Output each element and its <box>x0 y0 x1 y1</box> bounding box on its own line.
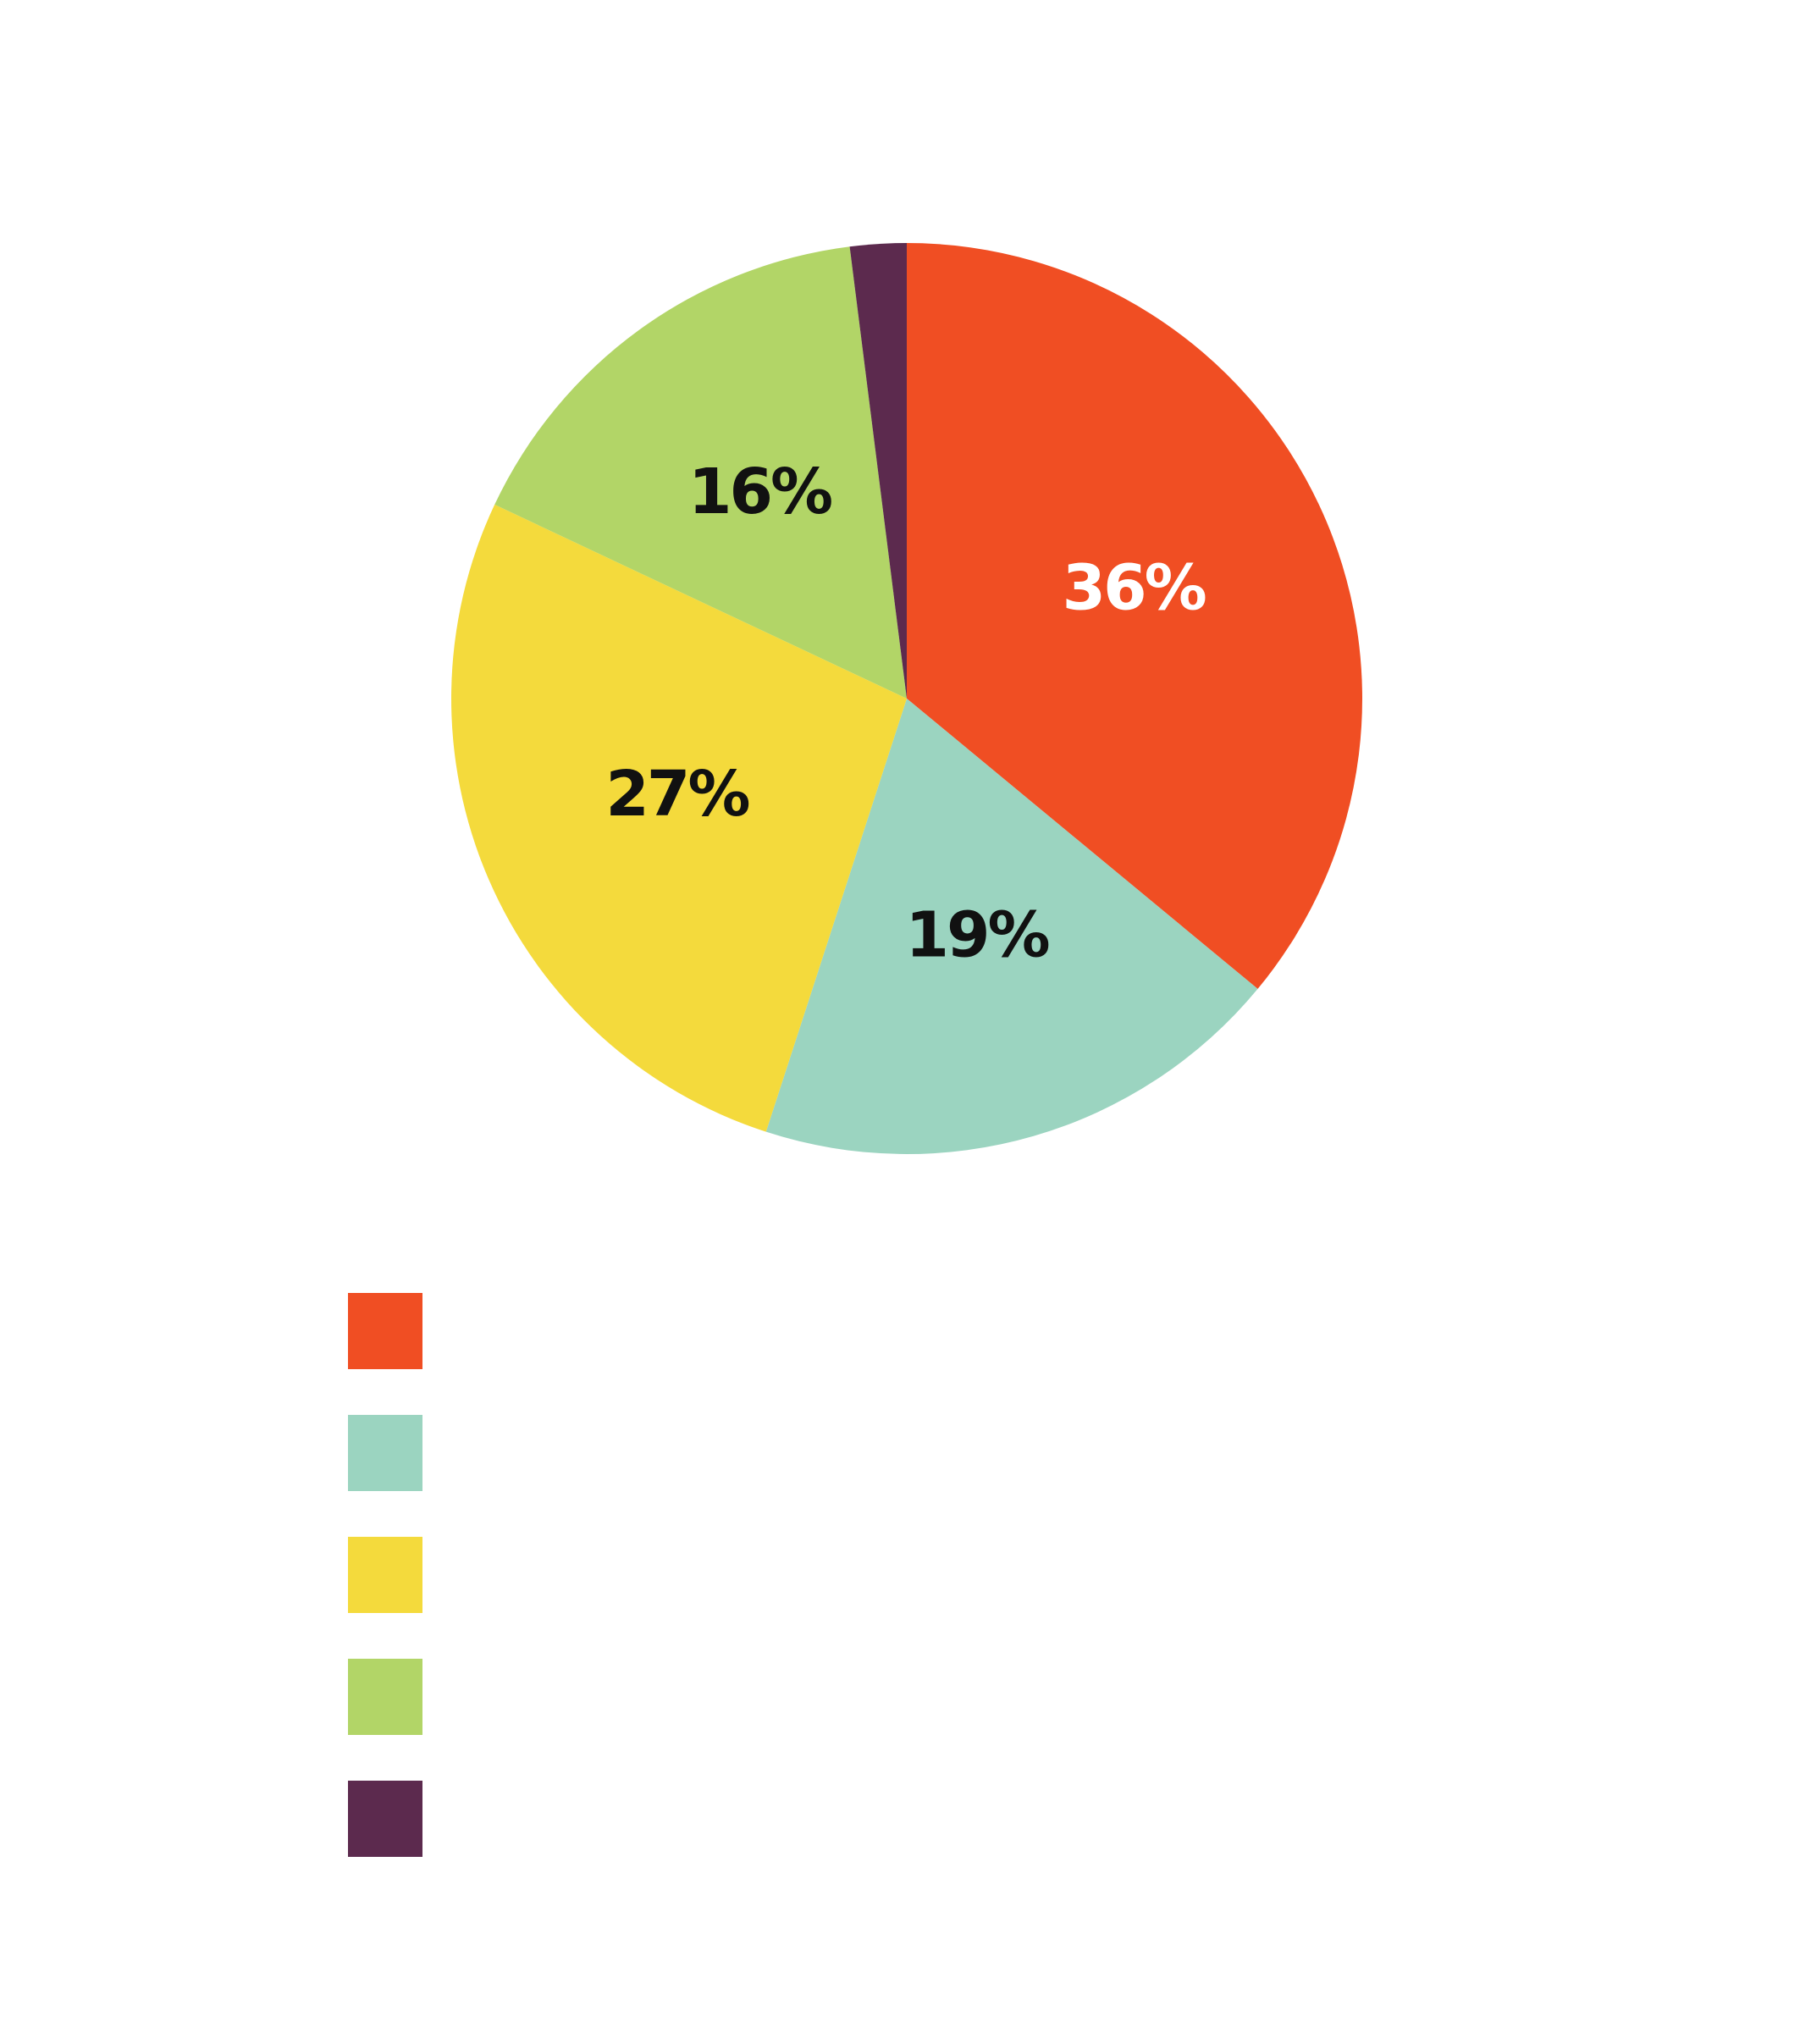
value-label: 27% <box>605 758 748 831</box>
legend-swatch <box>348 1781 422 1857</box>
legend-swatch <box>348 1293 422 1369</box>
value-label: 36% <box>1063 552 1206 625</box>
value-label: 19% <box>905 899 1048 972</box>
legend-swatch <box>348 1659 422 1735</box>
pie-slice <box>450 504 907 1132</box>
pie-slice <box>494 246 907 699</box>
legend-swatch <box>348 1415 422 1491</box>
pie-slice <box>849 243 907 699</box>
pie-slice <box>765 699 1258 1154</box>
pie-slice <box>907 243 1362 989</box>
value-label: 16% <box>688 456 831 528</box>
legend-swatch <box>348 1537 422 1613</box>
